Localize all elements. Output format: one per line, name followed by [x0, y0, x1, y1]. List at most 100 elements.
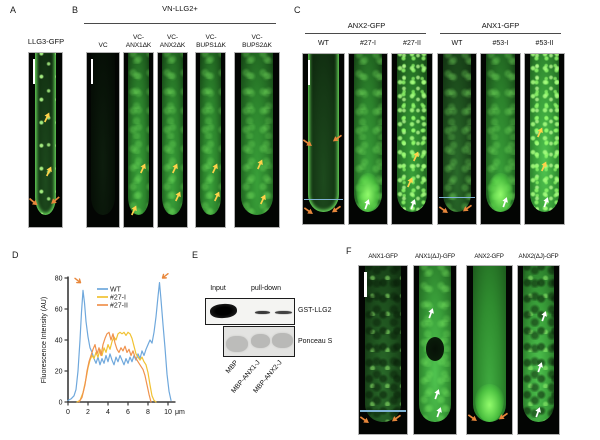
col-header-anx2-gfp: ANX2-GFP	[474, 253, 504, 260]
fluorescence-texture	[127, 53, 150, 215]
pollen-tube	[486, 54, 515, 213]
micrograph-anx2dj-gfp	[517, 265, 560, 435]
col-header-27-1: #27-I	[360, 40, 376, 47]
col-header-line1: VC-	[166, 34, 179, 42]
col-header-line2: ANX2ΔK	[159, 41, 186, 49]
y-tick-label: 20	[55, 369, 63, 376]
input-lane-header: Input	[210, 285, 226, 292]
series-line-#27-I	[76, 331, 157, 403]
orange-arrow-icon	[29, 192, 43, 209]
col-header-53-2: #53-II	[535, 40, 554, 47]
orange-arrow-icon	[438, 200, 452, 217]
micrograph-anx2-gfp	[466, 265, 513, 435]
yellow-arrow-icon	[125, 202, 141, 218]
micrograph-vc-anx2dk	[157, 52, 188, 228]
ponceau-band-anx2j	[272, 333, 293, 348]
legend-label: #27-I	[110, 295, 126, 302]
pollen-tube	[240, 53, 274, 215]
col-header-vc-anx2dk: VC- ANX2ΔK	[154, 25, 191, 49]
fluorescence-texture	[161, 53, 184, 215]
col-header-vc-bups2dk: VC- BUPS2ΔK	[232, 25, 282, 49]
x-axis-unit: μm	[175, 409, 185, 416]
orange-arrow-icon	[330, 131, 344, 148]
yellow-arrow-icon	[40, 163, 56, 179]
pollen-tube	[523, 266, 554, 423]
orange-arrow-icon	[389, 411, 406, 428]
yellow-arrow-icon	[134, 160, 150, 176]
pollen-tube	[397, 54, 427, 213]
pollen-tube	[530, 54, 559, 213]
col-header-line2: BUPS1ΔK	[196, 41, 226, 49]
scale-bar	[364, 271, 367, 297]
col-header-anx1-gfp: ANX1-GFP	[368, 253, 398, 260]
white-arrow-icon	[537, 194, 552, 209]
pollen-tube	[353, 54, 383, 213]
yellow-arrow-icon	[251, 156, 267, 172]
measurement-line	[439, 196, 475, 199]
panel-label-f: F	[346, 246, 352, 256]
yellow-arrow-icon	[407, 148, 423, 164]
ponceau-blot	[223, 326, 295, 357]
white-arrow-icon	[422, 305, 437, 320]
pollen-tube	[127, 53, 150, 215]
yellow-arrow-icon	[535, 158, 551, 174]
pollen-tube	[365, 266, 401, 423]
yellow-arrow-icon	[531, 124, 547, 140]
pollen-tube	[442, 54, 472, 213]
yellow-arrow-icon	[206, 160, 222, 176]
pollen-tube	[199, 53, 222, 215]
anx1-gfp-group-underline	[440, 33, 561, 34]
panel-b-header-line	[84, 23, 276, 24]
pollen-tube	[419, 266, 451, 423]
orange-arrow-icon	[329, 202, 344, 219]
orange-arrow-icon	[359, 411, 373, 428]
yellow-arrow-icon	[38, 109, 54, 125]
legend-label: WT	[110, 287, 122, 294]
col-header-vc-bups1dk: VC- BUPS1ΔK	[192, 25, 230, 49]
gst-llg2-blot	[205, 298, 295, 325]
ponceau-band-anx1j	[251, 334, 270, 348]
bright-tip-glow	[487, 173, 514, 213]
bright-tip-glow	[474, 383, 505, 423]
orange-arrow-icon	[303, 134, 316, 151]
x-tick-label: 6	[126, 409, 130, 416]
micrograph-llg3-gfp	[28, 52, 63, 228]
micrograph-anx1-gfp	[358, 265, 408, 435]
col-header-wt: WT	[318, 40, 329, 47]
col-header-line2: VC	[98, 41, 108, 49]
white-arrow-icon	[532, 359, 547, 374]
x-tick-label: 8	[146, 409, 150, 416]
y-tick-label: 60	[55, 307, 63, 314]
col-header-line1: VC-	[132, 34, 145, 42]
col-header-line1: VC-	[205, 34, 217, 42]
pulldown-lane-header: pull-down	[251, 285, 281, 292]
peak-marker-arrow-icon	[161, 272, 169, 279]
fluorescence-intensity-chart: 0 20 40 60 80 0 2 4 6 8 10 μm WT#27-I#27-II	[55, 272, 185, 416]
col-header-anx2dj-gfp: ANX2(ΔJ)-GFP	[518, 253, 559, 260]
bright-tip-glow	[355, 173, 381, 213]
col-header-wt2: WT	[451, 40, 463, 47]
input-band	[209, 303, 238, 319]
pollen-tube	[34, 53, 57, 215]
col-header-line1: VC-	[251, 34, 263, 42]
micrograph-anx1-53-1	[480, 53, 521, 225]
scale-bar	[307, 59, 310, 85]
col-header-line2: ANX1ΔK	[125, 41, 152, 49]
measurement-line	[360, 410, 406, 413]
x-tick-label: 4	[106, 409, 110, 416]
fluorescence-texture	[199, 53, 222, 215]
yellow-arrow-icon	[254, 191, 270, 207]
white-arrow-icon	[404, 196, 419, 211]
scale-bar	[32, 59, 36, 85]
pulldown-band-anx1j	[255, 310, 270, 314]
orange-arrow-icon	[303, 202, 317, 219]
fluorescence-texture	[34, 53, 57, 215]
panel-label-c: C	[294, 5, 301, 15]
micrograph-anx1dj-gfp	[413, 265, 457, 435]
fluorescence-texture	[240, 53, 274, 215]
white-arrow-icon	[535, 309, 550, 324]
series-line-#27-II	[78, 331, 152, 403]
white-arrow-icon	[496, 194, 511, 209]
measurement-line	[304, 198, 343, 201]
yellow-arrow-icon	[208, 188, 224, 204]
